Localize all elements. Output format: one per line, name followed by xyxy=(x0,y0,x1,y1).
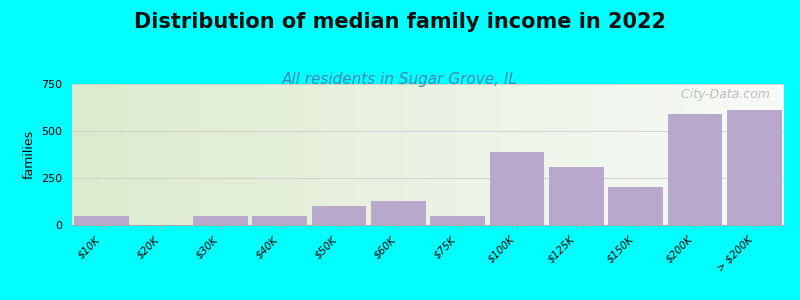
Bar xyxy=(490,152,544,225)
Bar xyxy=(430,216,485,225)
Bar xyxy=(549,167,604,225)
Text: City-Data.com: City-Data.com xyxy=(673,88,770,101)
Bar xyxy=(312,206,366,225)
Bar xyxy=(608,188,663,225)
Bar xyxy=(193,216,248,225)
Text: All residents in Sugar Grove, IL: All residents in Sugar Grove, IL xyxy=(282,72,518,87)
Bar xyxy=(371,201,426,225)
Bar xyxy=(252,216,307,225)
Bar xyxy=(727,110,782,225)
Text: Distribution of median family income in 2022: Distribution of median family income in … xyxy=(134,12,666,32)
Bar xyxy=(668,114,722,225)
Bar xyxy=(74,216,129,225)
Y-axis label: families: families xyxy=(22,130,35,179)
